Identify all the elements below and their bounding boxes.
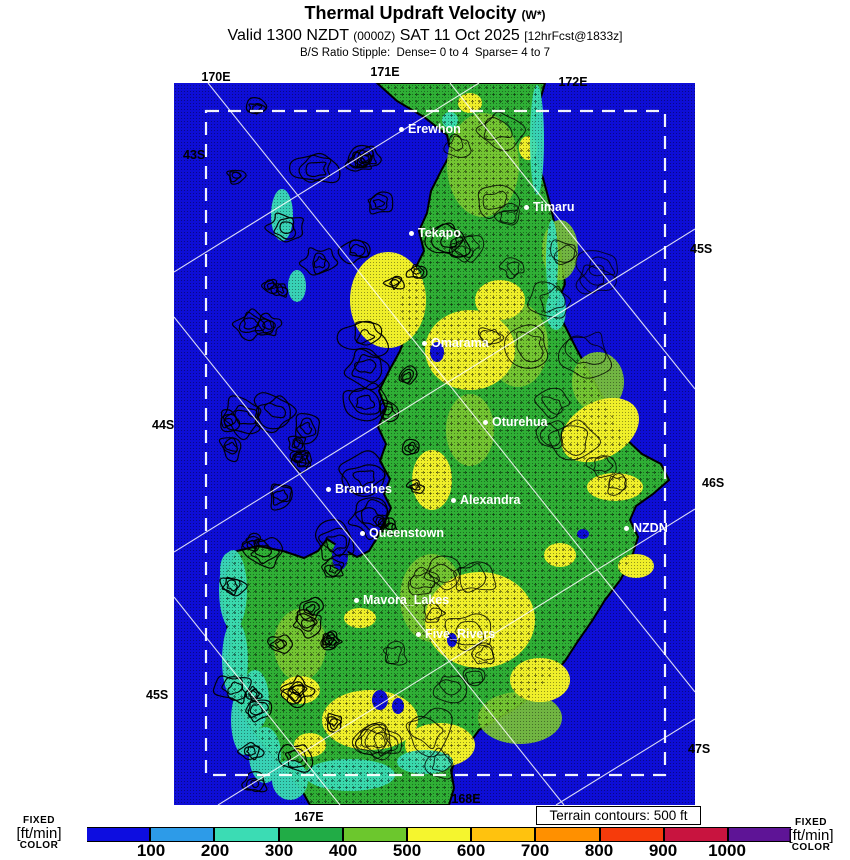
units-label: [ft/min] <box>788 827 834 844</box>
place-label: Oturehua <box>492 415 548 429</box>
colorbar <box>87 827 792 842</box>
place-label: NZDN <box>633 521 668 535</box>
lon-label-171e: 171E <box>370 65 400 79</box>
place-branches: Branches <box>326 482 392 496</box>
colorbar-tick: 900 <box>648 841 678 860</box>
colorbar-units-right: FIXED [ft/min] COLOR <box>772 818 850 853</box>
place-label: Five_Rivers <box>425 627 496 641</box>
stipple-note: B/S Ratio Stipple: Dense= 0 to 4 Sparse=… <box>300 47 550 59</box>
valid-fcst: [12hrFcst@1833z] <box>524 29 623 43</box>
lat-label-47s: 47S <box>688 742 711 756</box>
place-erewhon: Erewhon <box>399 122 461 136</box>
valid-prefix: Valid 1300 NZDT <box>227 27 349 44</box>
fixed-label: FIXED <box>795 817 827 828</box>
lat-label-45s-left: 45S <box>146 688 169 702</box>
lat-label-44s: 44S <box>152 418 175 432</box>
colorbar-segment <box>598 828 663 841</box>
color-label: COLOR <box>19 840 59 851</box>
place-label: Omarama <box>431 336 489 350</box>
place-label: Queenstown <box>369 526 445 540</box>
valid-line: Valid 1300 NZDT (0000Z) SAT 11 Oct 2025 … <box>0 26 850 46</box>
place-marker-dot <box>524 204 529 210</box>
place-marker-dot <box>422 340 427 346</box>
title-text: Thermal Updraft Velocity <box>304 3 517 23</box>
lat-label-46s: 46S <box>702 476 725 490</box>
terrain-note-box: Terrain contours: 500 ft <box>536 806 701 825</box>
fixed-label: FIXED <box>23 815 55 826</box>
place-marker-dot <box>416 631 421 637</box>
lon-label-167e: 167E <box>294 810 324 824</box>
colorbar-segment <box>405 828 471 841</box>
place-tekapo: Tekapo <box>409 226 461 240</box>
colorbar-tick: 700 <box>520 841 550 860</box>
graticule-lines <box>174 83 695 805</box>
place-marker-dot <box>354 597 359 603</box>
place-queenstown: Queenstown <box>360 526 444 540</box>
header: Thermal Updraft Velocity (W*) Valid 1300… <box>0 2 850 61</box>
units-label: [ft/min] <box>16 825 62 842</box>
lon-label-172e: 172E <box>558 75 588 89</box>
place-marker-dot <box>326 486 331 492</box>
place-marker-dot <box>399 126 404 132</box>
place-nzdn: NZDN <box>624 521 668 535</box>
colorbar-tick: 100 <box>136 841 166 860</box>
lon-label-170e: 170E <box>201 70 231 84</box>
colorbar-tick: 600 <box>456 841 486 860</box>
place-mavora-lakes: Mavora_Lakes <box>354 593 449 607</box>
domain-boundary-box <box>204 109 667 777</box>
place-label: Erewhon <box>408 122 461 136</box>
colorbar-tick: 800 <box>584 841 614 860</box>
place-marker-dot <box>360 530 365 536</box>
place-marker-dot <box>624 525 629 531</box>
colorbar-segment <box>662 828 727 841</box>
colorbar-segment <box>87 828 150 841</box>
colorbar-tick: 500 <box>392 841 422 860</box>
place-label: Tekapo <box>418 226 461 240</box>
place-label: Timaru <box>533 200 575 214</box>
colorbar-segment <box>341 828 406 841</box>
colorbar-ticks: 100 200 300 400 500 600 700 800 900 1000 <box>0 841 850 860</box>
place-label: Mavora_Lakes <box>363 593 450 607</box>
colorbar-segment <box>534 828 599 841</box>
colorbar-tick: 400 <box>328 841 358 860</box>
colorbar-segment <box>726 828 792 841</box>
valid-date: SAT 11 Oct 2025 <box>399 27 520 44</box>
lon-label-168e: 168E <box>451 792 481 806</box>
place-oturehua: Oturehua <box>483 415 548 429</box>
place-label: Branches <box>335 482 392 496</box>
place-label: Alexandra <box>460 493 521 507</box>
place-alexandra: Alexandra <box>451 493 520 507</box>
colorbar-tick: 200 <box>200 841 230 860</box>
place-timaru: Timaru <box>524 200 574 214</box>
colorbar-tick: 1000 <box>708 841 746 860</box>
color-label: COLOR <box>791 842 831 853</box>
title-note: (W*) <box>521 8 546 22</box>
colorbar-segment <box>470 828 535 841</box>
place-marker-dot <box>409 230 414 236</box>
colorbar-segment <box>277 828 342 841</box>
valid-zulu: (0000Z) <box>353 29 396 43</box>
colorbar-segment <box>213 828 278 841</box>
colorbar-units-left: FIXED [ft/min] COLOR <box>0 816 78 851</box>
lat-label-43s: 43S <box>183 148 206 162</box>
place-marker-dot <box>483 419 488 425</box>
colorbar-segment <box>149 828 214 841</box>
page-title: Thermal Updraft Velocity (W*) <box>0 2 850 26</box>
colorbar-tick: 300 <box>264 841 294 860</box>
place-marker-dot <box>451 497 456 503</box>
place-omarama: Omarama <box>422 336 489 350</box>
place-five-rivers: Five_Rivers <box>416 627 495 641</box>
lat-label-45s-right: 45S <box>690 242 713 256</box>
